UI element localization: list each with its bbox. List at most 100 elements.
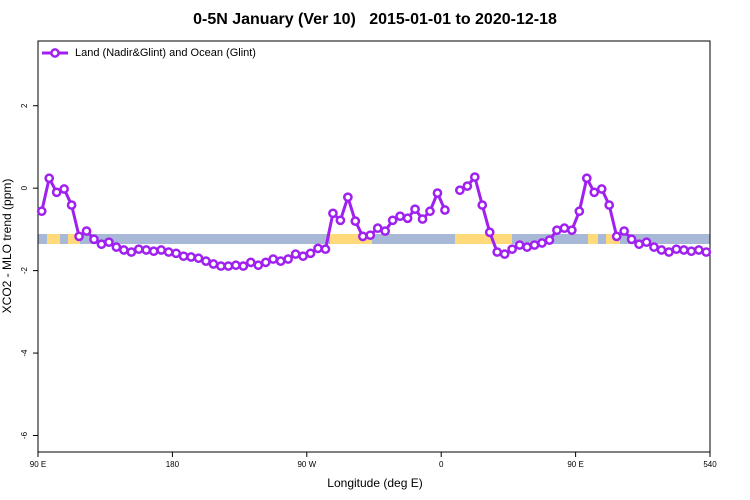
x-tick-label: 90 W (297, 460, 316, 469)
data-point (559, 223, 570, 234)
data-point (477, 200, 488, 210)
plot-frame (37, 40, 711, 453)
y-tick-label: -4 (20, 349, 29, 357)
data-point (186, 252, 196, 262)
data-point (163, 247, 174, 257)
x-axis-label: Longitude (deg E) (327, 476, 422, 490)
data-point (499, 249, 510, 259)
data-point (245, 257, 256, 268)
data-point (581, 173, 592, 184)
data-point (66, 200, 77, 210)
y-tick-label: 2 (20, 103, 29, 108)
data-point (372, 223, 383, 234)
data-point (649, 242, 659, 252)
legend-label: Land (Nadir&Glint) and Ocean (Glint) (75, 47, 256, 59)
data-point (201, 256, 211, 266)
y-tick-label: -2 (20, 267, 29, 275)
data-point (596, 184, 607, 194)
data-point (656, 245, 667, 255)
y-tick-label: 0 (20, 185, 29, 190)
data-point (514, 240, 525, 250)
data-point (671, 244, 682, 255)
x-tick-label: 540 (703, 460, 717, 469)
data-point (44, 173, 55, 184)
data-point (148, 246, 159, 257)
data-point (634, 239, 644, 250)
x-tick-label: 90 E (30, 460, 46, 469)
data-point (81, 226, 92, 236)
data-point (89, 234, 99, 245)
data-point (693, 245, 704, 255)
data-point (410, 204, 420, 215)
data-point (380, 226, 391, 236)
data-point (701, 247, 712, 257)
y-axis-label: XCO2 - MLO trend (ppm) (0, 179, 14, 314)
data-point (529, 240, 540, 250)
data-point (36, 206, 47, 217)
data-point (537, 238, 547, 248)
legend-marker (50, 48, 60, 58)
data-point (283, 254, 293, 264)
data-point (141, 245, 152, 255)
data-point (664, 247, 674, 257)
data-point (455, 185, 465, 196)
data-point (126, 247, 137, 257)
data-point (275, 256, 286, 266)
data-point (365, 230, 376, 241)
data-point (679, 245, 689, 255)
x-tick-label: 90 E (567, 460, 583, 469)
data-point (328, 208, 338, 219)
data-point (59, 184, 69, 194)
data-point (522, 242, 532, 252)
data-point (357, 231, 368, 242)
data-point (417, 214, 428, 224)
chart-title: 0-5N January (Ver 10) 2015-01-01 to 2020… (193, 11, 557, 28)
data-point (611, 231, 622, 242)
data-point (51, 187, 62, 198)
data-point (544, 235, 555, 245)
data-point (133, 244, 144, 255)
data-point (231, 260, 241, 271)
data-point (432, 188, 443, 198)
data-point (104, 237, 114, 248)
data-point (604, 200, 615, 210)
data-point (290, 249, 301, 259)
data-point (440, 205, 450, 215)
data-point (507, 244, 517, 255)
data-point (686, 246, 697, 257)
data-point (253, 260, 264, 271)
data-point (171, 248, 181, 259)
data-point (208, 259, 219, 269)
data-point (305, 248, 316, 259)
data-point (402, 213, 413, 224)
data-point (641, 237, 652, 248)
data-point (589, 187, 600, 198)
data-point (387, 215, 398, 226)
x-tick-label: 0 (439, 460, 444, 469)
x-tick-label: 180 (166, 460, 180, 469)
data-point (223, 261, 234, 271)
data-point (313, 243, 323, 254)
data-point (193, 253, 204, 264)
data-point (574, 206, 585, 217)
data-point (343, 192, 353, 203)
data-point (216, 261, 226, 271)
data-point (74, 231, 84, 242)
data-point (268, 254, 279, 264)
data-point (469, 172, 480, 182)
data-point (320, 244, 331, 255)
data-point (395, 211, 405, 222)
data-point (492, 247, 503, 257)
data-point (484, 227, 495, 238)
data-point (619, 226, 629, 236)
data-point (552, 225, 562, 236)
data-point (260, 257, 271, 268)
data-point (425, 206, 435, 217)
data-point (119, 245, 129, 255)
data-point (96, 239, 107, 250)
data-point (626, 234, 637, 245)
y-tick-label: -6 (20, 431, 29, 439)
data-point (238, 261, 249, 271)
data-point (298, 251, 308, 262)
